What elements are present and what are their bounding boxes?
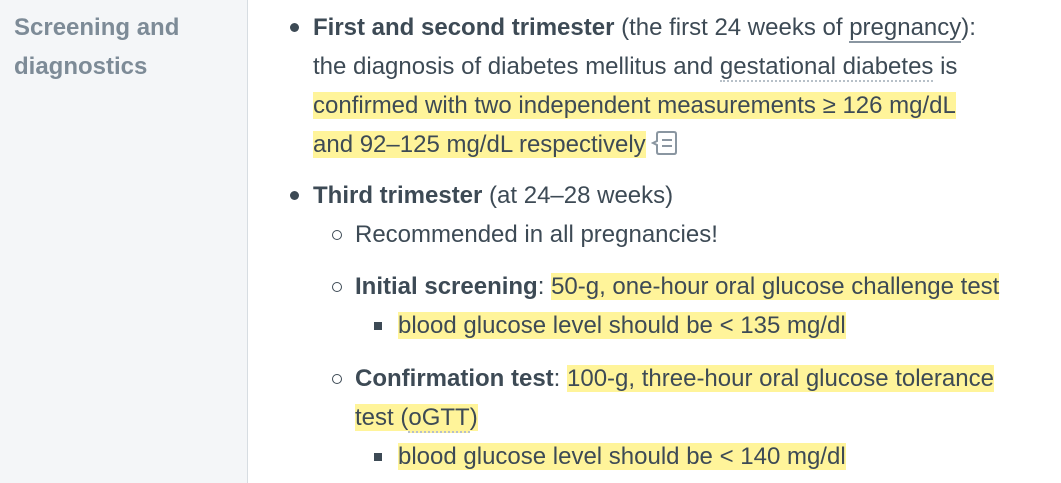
link-pregnancy[interactable]: pregnancy <box>849 14 962 43</box>
item-label: Initial screening <box>355 273 538 300</box>
note-comment-icon[interactable] <box>650 129 678 155</box>
line-1: Confirmation test: 100-g, three-hour ora… <box>355 359 1061 398</box>
list-item-first-second-trimester: First and second trimester (the first 24… <box>313 8 1053 164</box>
highlighted-text: 100-g, three-hour oral glucose tolerance <box>567 365 994 392</box>
item-text: : <box>537 273 552 300</box>
line-2: the diagnosis of diabetes mellitus and g… <box>313 47 1053 86</box>
highlighted-text: 50-g, one-hour oral glucose challenge te… <box>551 273 1000 300</box>
item-title: Third trimester <box>313 182 483 209</box>
line-4: and 92–125 mg/dL respectively <box>313 125 1053 164</box>
section-title: Screening and diagnostics <box>14 14 180 80</box>
link-gestational-diabetes[interactable]: gestational diabetes <box>719 53 934 82</box>
sub-item-confirmation-test: Confirmation test: 100-g, three-hour ora… <box>355 359 1061 437</box>
bullet-circle <box>332 374 342 384</box>
bullet-dot <box>290 23 299 32</box>
bullet-square <box>374 322 382 330</box>
highlighted-text: and 92–125 mg/dL respectively <box>313 131 646 158</box>
bullet-circle <box>332 282 342 292</box>
abbr-ogtt[interactable]: oGTT <box>408 404 470 433</box>
sub-item-recommended: Recommended in all pregnancies! <box>355 215 1055 254</box>
item-title: First and second trimester <box>313 14 615 41</box>
highlighted-text: confirmed with two independent measureme… <box>313 92 956 119</box>
item-text: : <box>553 365 568 392</box>
sub-item-initial-screening: Initial screening: 50-g, one-hour oral g… <box>355 267 1061 306</box>
line-3: confirmed with two independent measureme… <box>313 86 1053 125</box>
sub-sub-item-140: blood glucose level should be < 140 mg/d… <box>398 437 1058 476</box>
highlighted-text: blood glucose level should be < 140 mg/d… <box>398 443 846 470</box>
item-text: the diagnosis of diabetes mellitus and <box>313 53 720 80</box>
section-sidebar: Screening and diagnostics <box>0 0 248 483</box>
highlighted-text: test ( <box>355 404 409 431</box>
bullet-circle <box>332 230 342 240</box>
line-1: First and second trimester (the first 24… <box>313 8 1053 47</box>
item-label: Confirmation test <box>355 365 554 392</box>
list-item-third-trimester: Third trimester (at 24–28 weeks) <box>313 176 1053 215</box>
sub-sub-item-135: blood glucose level should be < 135 mg/d… <box>398 306 1058 345</box>
item-text: (the first 24 weeks of <box>614 14 850 41</box>
item-text: (at 24–28 weeks) <box>482 182 674 209</box>
highlighted-text: ) <box>469 404 478 431</box>
bullet-square <box>374 453 382 461</box>
bullet-dot <box>290 191 299 200</box>
line-2: test (oGTT) <box>355 398 1061 437</box>
section-content: First and second trimester (the first 24… <box>248 0 1061 483</box>
highlighted-text: blood glucose level should be < 135 mg/d… <box>398 312 846 339</box>
item-text: Recommended in all pregnancies! <box>355 221 718 248</box>
item-text: is <box>933 53 958 80</box>
item-text: ): <box>961 14 976 41</box>
